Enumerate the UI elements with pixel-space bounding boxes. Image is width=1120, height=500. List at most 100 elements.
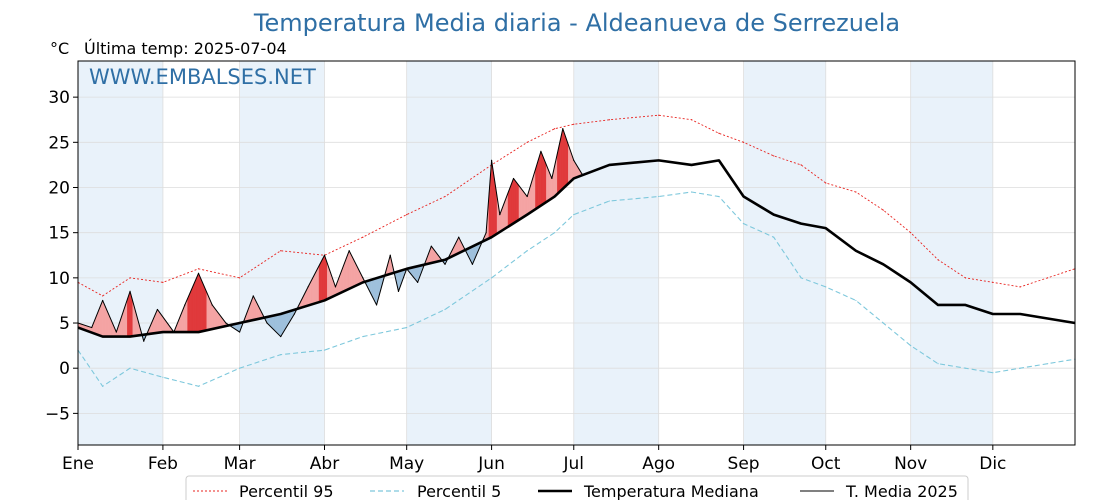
data-point-current — [512, 177, 515, 180]
data-point-current — [375, 304, 378, 306]
data-point-current — [499, 214, 501, 216]
x-tick-label-oct: Oct — [811, 454, 841, 474]
data-point-median — [1019, 313, 1021, 315]
data-point-current — [362, 277, 364, 279]
data-point-median — [825, 227, 827, 229]
data-point-current — [156, 308, 159, 311]
series-line-p5 — [77, 191, 1076, 387]
series-line-median — [77, 159, 1076, 338]
watermark: WWW.EMBALSES.NET — [89, 65, 316, 89]
data-point-median — [280, 313, 282, 315]
data-point-p5 — [444, 308, 446, 311]
month-band-jul — [573, 61, 659, 445]
data-point-current — [143, 340, 145, 342]
data-point-p95 — [910, 232, 912, 234]
data-point-median — [937, 304, 939, 306]
data-point-current — [266, 322, 268, 324]
data-point-current — [458, 236, 460, 238]
data-point-p95 — [608, 119, 610, 121]
x-tick-label-mar: Mar — [224, 454, 256, 474]
data-point-median — [526, 214, 528, 216]
x-tick-label-abr: Abr — [310, 454, 339, 474]
data-point-p95 — [658, 114, 660, 116]
data-point-median — [910, 281, 912, 283]
data-point-p95 — [992, 281, 994, 283]
data-point-p5 — [102, 385, 104, 387]
data-point-median — [239, 322, 241, 324]
data-point-p5 — [964, 367, 967, 369]
fill-above-median — [516, 181, 520, 222]
y-tick-label: 25 — [48, 133, 70, 153]
data-point-p5 — [992, 372, 994, 374]
data-point-median — [197, 331, 200, 333]
data-point-current — [389, 254, 391, 256]
data-point-p95 — [1047, 277, 1049, 279]
grid-lines — [77, 61, 1075, 445]
month-band-may — [406, 61, 492, 445]
month-band-ene — [78, 61, 163, 445]
data-point-current — [184, 304, 186, 306]
data-point-p95 — [937, 259, 939, 261]
data-point-current — [551, 177, 553, 180]
data-point-current — [526, 195, 528, 198]
data-point-p5 — [362, 335, 364, 338]
data-point-p5 — [800, 277, 802, 279]
data-point-current — [173, 331, 175, 333]
y-tick-label: 15 — [48, 224, 70, 244]
data-point-p5 — [773, 236, 775, 238]
data-point-median — [718, 159, 720, 161]
data-point-p95 — [280, 250, 282, 252]
fill-above-median — [203, 285, 207, 332]
data-point-median — [323, 299, 326, 302]
data-point-p5 — [658, 195, 660, 198]
data-point-p95 — [197, 268, 200, 270]
data-point-p5 — [882, 322, 884, 324]
data-point-current — [348, 250, 350, 252]
data-point-p5 — [1047, 363, 1049, 365]
x-axis: Ene Feb Mar Abr May Jun Jul Ago Sep Oct Nov Dic — [62, 445, 1006, 474]
fill-above-median — [201, 279, 205, 332]
data-point-median — [882, 263, 884, 265]
data-point-p95 — [362, 236, 364, 238]
fill-above-median — [518, 185, 522, 221]
data-point-current — [115, 331, 117, 333]
data-point-p5 — [280, 354, 282, 356]
data-point-median — [129, 335, 131, 338]
fill-above-median — [513, 177, 517, 224]
data-point-median — [992, 313, 994, 315]
data-point-median — [444, 259, 446, 261]
data-point-current — [562, 128, 564, 130]
data-point-p5 — [690, 191, 693, 193]
data-point-current — [406, 268, 408, 270]
month-bands — [78, 61, 993, 445]
data-point-p95 — [129, 277, 131, 279]
fill-above-median — [316, 265, 320, 304]
data-point-median — [773, 214, 775, 216]
data-point-p95 — [855, 191, 857, 193]
data-point-p95 — [162, 281, 164, 283]
y-tick-label: 5 — [59, 314, 70, 334]
plot-frame — [77, 60, 1076, 446]
data-point-current — [211, 304, 213, 306]
y-tick-label: −5 — [45, 404, 70, 424]
data-point-p5 — [553, 232, 556, 234]
fill-above-median — [540, 151, 544, 206]
data-point-p95 — [690, 119, 693, 121]
data-point-current — [334, 286, 337, 288]
fill-above-median — [195, 273, 199, 333]
legend-median-label: Temperatura Mediana — [583, 482, 759, 500]
month-band-nov — [910, 61, 993, 445]
data-point-current — [197, 272, 200, 274]
fill-above-median — [562, 128, 566, 190]
fill-above-median — [192, 279, 196, 333]
data-point-p5 — [406, 326, 408, 329]
data-point-current — [91, 326, 93, 329]
month-band-mar — [239, 61, 325, 445]
y-tick-label: 30 — [48, 88, 70, 108]
data-point-median — [690, 164, 693, 166]
data-point-p95 — [239, 277, 241, 279]
data-point-current — [280, 335, 282, 338]
data-point-current — [430, 245, 432, 247]
y-axis: −5 0 5 10 15 20 25 30 — [45, 88, 78, 424]
